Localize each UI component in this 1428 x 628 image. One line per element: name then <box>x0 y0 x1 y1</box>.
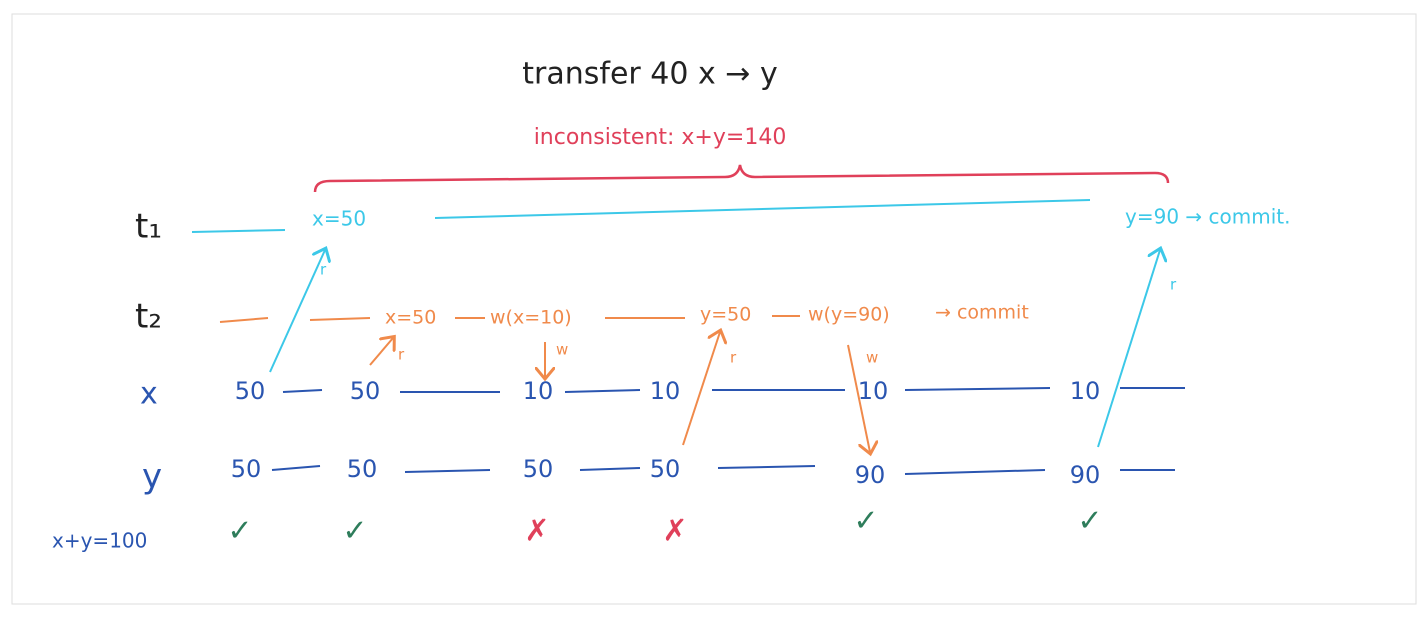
t2-lines <box>219 315 800 323</box>
y-value: 50 <box>650 455 681 483</box>
edge-label: w <box>866 349 878 367</box>
t2-event: x=50 <box>385 307 436 329</box>
y-value: 50 <box>231 455 262 483</box>
edge-label: r <box>1170 276 1177 294</box>
check: ✗ <box>524 514 549 549</box>
frame <box>11 13 1417 605</box>
check: ✓ <box>1077 504 1102 539</box>
t2-event: y=50 <box>700 304 751 326</box>
edge-label: w <box>556 341 568 359</box>
row-label: x <box>140 377 158 412</box>
row-label: t₁ <box>135 207 162 247</box>
t1-event: x=50 <box>312 207 366 231</box>
y-value: 50 <box>347 455 378 483</box>
x-values: 50 50 10 10 10 10 <box>235 377 1101 405</box>
checks: ✓ ✓ ✗ ✗ ✓ ✓ <box>227 504 1102 549</box>
t1-lines <box>191 199 1091 233</box>
y-value: 90 <box>1070 461 1101 489</box>
y-values: 50 50 50 50 90 90 <box>231 455 1101 489</box>
y-lines <box>271 465 1175 475</box>
check: ✗ <box>662 514 687 549</box>
edge-label: r <box>398 346 405 364</box>
x-value: 50 <box>235 377 266 405</box>
title: transfer 40 x → y <box>522 57 777 92</box>
arrows <box>269 250 1160 452</box>
check: ✓ <box>853 504 878 539</box>
edge-label: r <box>320 261 327 279</box>
x-value: 10 <box>1070 377 1101 405</box>
t1-event: y=90 → commit. <box>1125 205 1290 229</box>
row-label: t₂ <box>135 297 162 337</box>
check: ✓ <box>342 514 367 549</box>
row-label: x+y=100 <box>52 529 147 553</box>
row-label: y <box>142 457 162 497</box>
annotation: inconsistent: x+y=140 <box>534 125 787 150</box>
x-value: 10 <box>858 377 889 405</box>
x-value: 10 <box>523 377 554 405</box>
y-value: 50 <box>523 455 554 483</box>
t2-event: → commit <box>935 302 1029 324</box>
edge-label: r <box>730 349 737 367</box>
x-value: 50 <box>350 377 381 405</box>
x-lines <box>282 387 1185 393</box>
check: ✓ <box>227 514 252 549</box>
brace <box>313 164 1170 193</box>
t2-event: w(x=10) <box>490 307 572 329</box>
t2-event: w(y=90) <box>808 304 890 326</box>
x-value: 10 <box>650 377 681 405</box>
y-value: 90 <box>855 461 886 489</box>
